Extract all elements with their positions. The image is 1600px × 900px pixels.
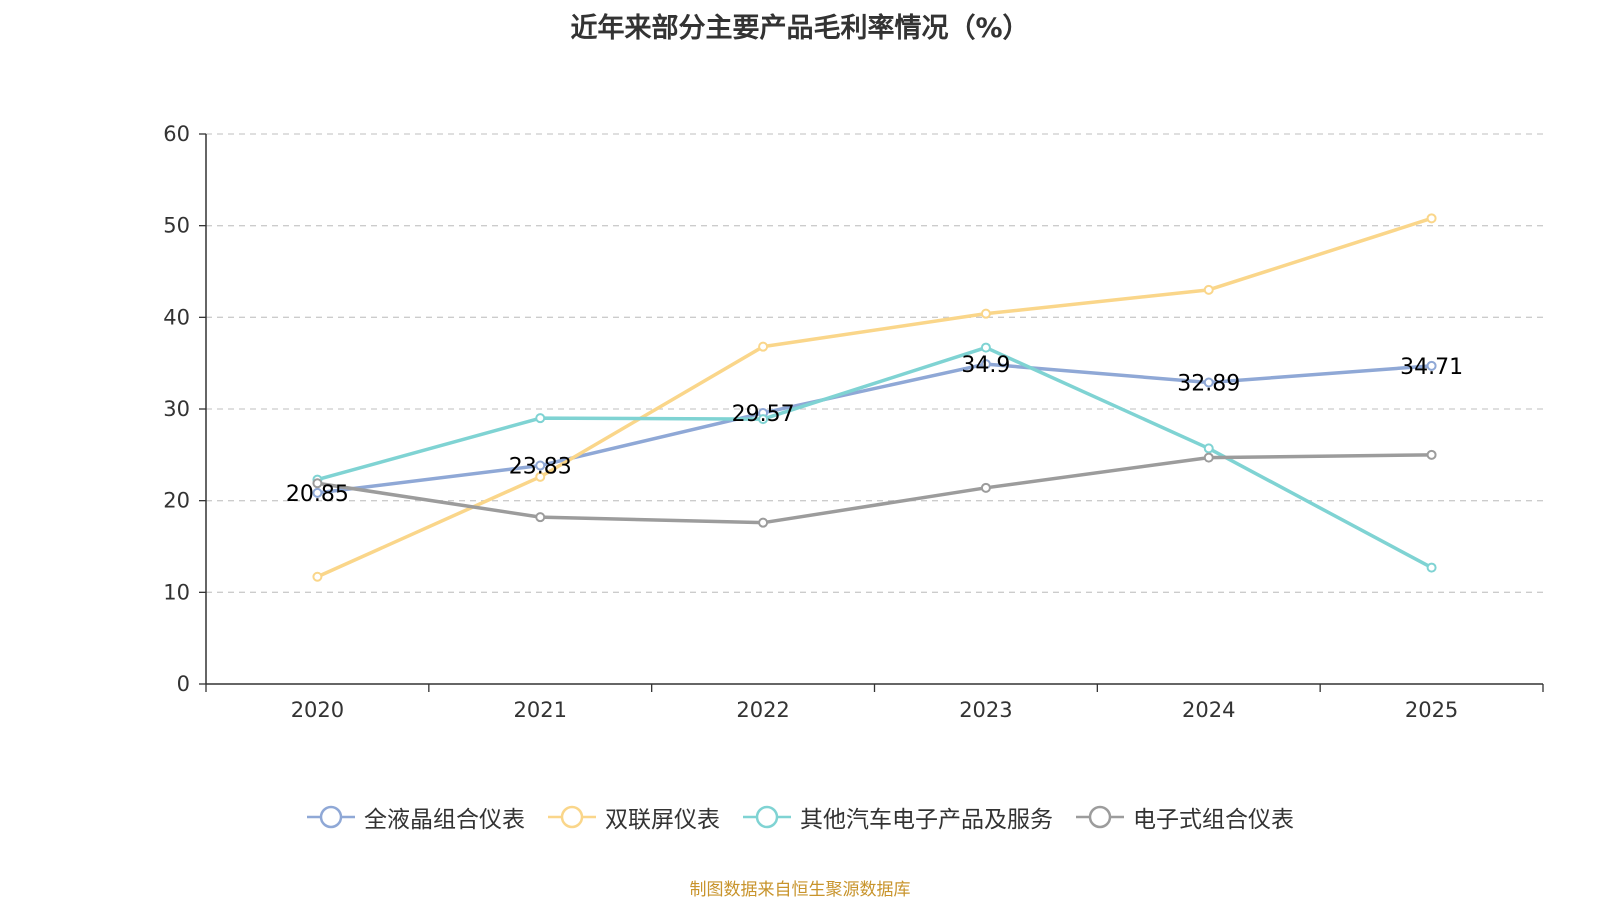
legend-item-1[interactable]: 全液晶组合仪表	[306, 800, 525, 834]
y-tick-label: 20	[163, 489, 190, 513]
y-tick-label: 0	[177, 672, 190, 696]
data-label: 29.57	[732, 402, 795, 427]
data-point	[980, 342, 991, 353]
data-point	[535, 512, 546, 523]
legend-marker-icon	[548, 805, 596, 829]
data-point	[1426, 449, 1437, 460]
data-point	[1203, 284, 1214, 295]
legend-marker-icon	[307, 805, 355, 829]
data-point	[312, 478, 323, 489]
data-point	[312, 487, 323, 498]
data-point	[1203, 452, 1214, 463]
data-label: 34.9	[961, 353, 1010, 378]
data-point	[535, 413, 546, 424]
line-chart: 0 10 20 30 40 50 60 2020 2021 2022 2023 2024 2025 20.…	[163, 122, 1544, 722]
legend-item-4[interactable]: 电子式组合仪表	[1075, 800, 1294, 834]
data-point	[980, 308, 991, 319]
legend-item-2[interactable]: 双联屏仪表	[547, 800, 720, 834]
chart-legend: 全液晶组合仪表 双联屏仪表 其他汽车电子产品及服务 电子式组合仪表	[0, 800, 1600, 834]
data-point	[758, 517, 769, 528]
legend-label: 双联屏仪表	[605, 807, 720, 833]
x-tick-label: 2025	[1405, 698, 1458, 722]
y-tick-label: 40	[163, 305, 190, 329]
y-tick-label: 10	[163, 580, 190, 604]
data-point	[312, 571, 323, 582]
legend-label: 全液晶组合仪表	[364, 807, 525, 833]
x-tick-label: 2023	[959, 698, 1012, 722]
legend-marker-icon	[1076, 805, 1124, 829]
legend-label: 其他汽车电子产品及服务	[800, 807, 1053, 833]
y-tick-label: 50	[163, 214, 190, 238]
legend-marker-icon	[743, 805, 791, 829]
data-label: 32.89	[1177, 372, 1240, 397]
data-point	[535, 460, 546, 471]
series-line-2	[316, 216, 1433, 579]
data-point	[1426, 360, 1437, 371]
series-line-1	[317, 362, 1432, 495]
data-point	[535, 471, 546, 482]
data-point	[980, 482, 991, 493]
y-tick-label: 60	[163, 122, 190, 146]
x-tick-label: 2021	[514, 698, 567, 722]
x-tick-label: 2022	[736, 698, 789, 722]
data-label: 23.83	[509, 455, 572, 480]
x-tick-label: 2024	[1182, 698, 1235, 722]
data-point	[1203, 377, 1214, 388]
series-line-3	[316, 345, 1433, 570]
series-line-4	[317, 453, 1432, 525]
data-label: 20.85	[286, 482, 349, 507]
data-point	[1426, 213, 1437, 224]
data-source-note: 制图数据来自恒生聚源数据库	[689, 880, 911, 900]
chart-title: 近年来部分主要产品毛利率情况（%）	[570, 13, 1030, 44]
data-point	[980, 359, 991, 370]
data-point	[1203, 443, 1214, 454]
y-tick-label: 30	[163, 397, 190, 421]
data-point	[758, 341, 769, 352]
legend-item-3[interactable]: 其他汽车电子产品及服务	[742, 800, 1053, 834]
data-point	[1426, 562, 1437, 573]
legend-label: 电子式组合仪表	[1133, 807, 1294, 833]
data-label: 34.71	[1400, 355, 1463, 380]
data-point	[758, 414, 769, 425]
x-tick-label: 2020	[291, 698, 344, 722]
